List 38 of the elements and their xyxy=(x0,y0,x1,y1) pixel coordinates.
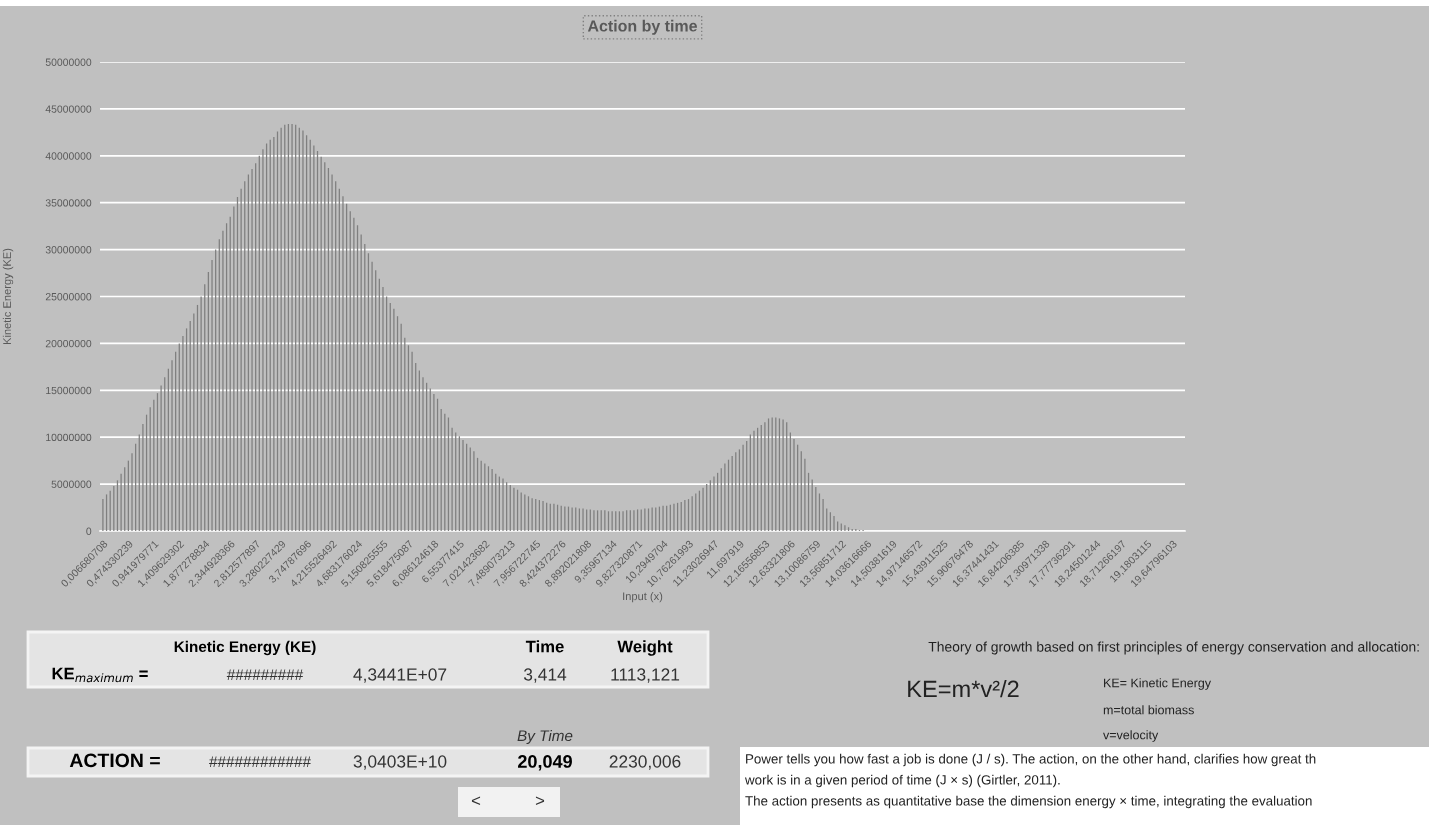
text: 3,0403E+10 xyxy=(353,755,447,770)
text: 20,049 xyxy=(518,755,572,771)
text: 3,414 xyxy=(523,668,567,683)
y-tick-label: 15000000 xyxy=(46,386,92,395)
y-tick-label: 40000000 xyxy=(45,152,92,160)
text: The action presents as quantitative base the dimension energy × time, integrating the evaluation xyxy=(745,795,1312,809)
y-axis-title: Kinetic Energy (KE) xyxy=(2,248,14,345)
text: Kinetic Energy (KE) xyxy=(174,640,316,656)
text: 2230,006 xyxy=(609,755,681,770)
text: < xyxy=(471,796,481,806)
text: work is in a given period of time (J × s) (Girtler, 2011). xyxy=(744,774,1060,788)
text: 4,3441E+07 xyxy=(353,668,447,683)
text: Theory of growth based on first principles of energy conservation and allocation: xyxy=(928,641,1419,655)
text: ######### xyxy=(226,669,304,680)
text: KE= Kinetic Energy xyxy=(1104,678,1212,690)
text: Power tells you how fast a job is done (J / s). The action, on the other hand, clarifies how great th xyxy=(746,753,1316,767)
text: KE$_{maximum}$ = xyxy=(52,667,148,683)
text: ############ xyxy=(209,756,311,767)
text: By Time xyxy=(517,729,573,745)
y-tick-label: 25000000 xyxy=(45,293,92,301)
y-tick-label: 35000000 xyxy=(45,199,92,207)
y-tick-label: 0 xyxy=(86,527,92,535)
text: Time xyxy=(525,640,564,653)
y-tick-label: 5000000 xyxy=(51,480,92,488)
text: 1113,121 xyxy=(611,668,680,683)
text: m=total biomass xyxy=(1103,705,1194,715)
y-tick-label: 10000000 xyxy=(46,433,92,442)
y-tick-label: 50000000 xyxy=(45,58,92,66)
y-tick-label: 20000000 xyxy=(45,339,92,348)
y-tick-label: 30000000 xyxy=(45,246,92,254)
y-tick-label: 45000000 xyxy=(45,105,92,113)
text: v=velocity xyxy=(1103,730,1159,742)
text: Weight xyxy=(617,640,673,656)
chart-title: Action by time xyxy=(587,19,697,35)
text: KE=m*v²/2 xyxy=(908,679,1019,698)
text: > xyxy=(535,796,545,806)
x-axis-title: Input (x) xyxy=(623,591,663,603)
text: ACTION = xyxy=(69,753,160,768)
